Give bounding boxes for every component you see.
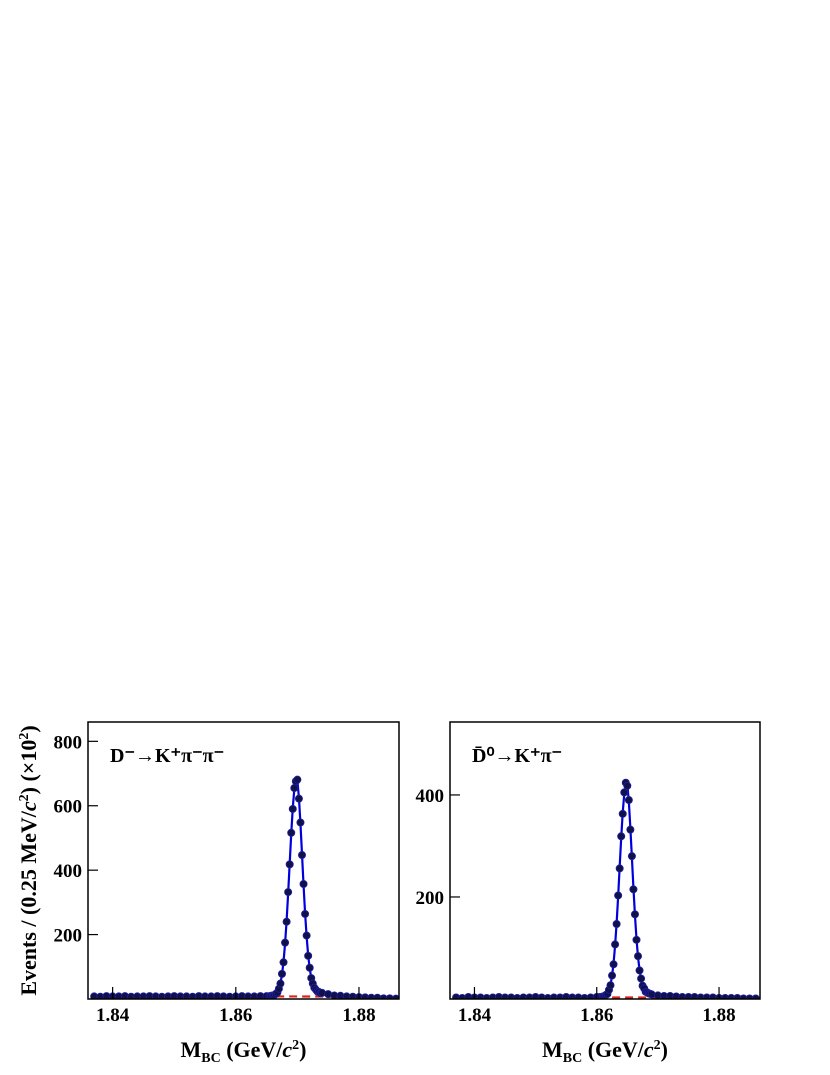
x-tick-label: 1.88 [342,1005,375,1026]
data-point [305,963,314,972]
data-point [282,917,291,926]
label-part: ) [16,725,41,732]
label-part: ) (×10 [16,740,41,795]
label-part: M [180,1037,201,1062]
data-point [609,960,618,969]
data-point [285,860,294,869]
data-point [288,804,297,813]
label-part: BC [201,1051,220,1066]
plot-frame [449,721,761,1000]
label-part: ) [661,1037,668,1062]
data-point [617,832,626,841]
data-point [293,775,302,784]
data-point [611,940,620,949]
label-part: BC [563,1051,582,1066]
data-point [302,931,311,940]
label-part: 2 [17,794,32,801]
data-point [629,885,638,894]
data-point [632,935,641,944]
data-point [276,979,285,988]
data-point [620,788,629,797]
data-point [608,971,617,980]
data-point [623,781,632,790]
data-point [606,981,615,990]
plot-area [90,775,399,999]
x-axis-title: MBC (GeV/c2) [180,1037,306,1066]
label-part: c [644,1037,654,1062]
label-part: (GeV/ [221,1037,284,1062]
data-point [635,966,644,975]
plot-frame [87,721,400,1000]
data-point [284,888,293,897]
data-point [299,880,308,889]
x-tick-label: 1.86 [219,1005,252,1026]
data-point [637,974,646,983]
data-point [296,818,305,827]
data-point [290,784,299,793]
data-point [634,952,643,961]
data-point [618,809,627,818]
annotation: D̄⁰→K⁺π⁻ [472,745,562,767]
label-part: ) [299,1037,306,1062]
data-point [630,910,639,919]
data-point [287,828,296,837]
x-axis-title: MBC (GeV/c2) [542,1037,668,1066]
data-point [301,909,310,918]
y-tick-label: 200 [54,926,83,947]
y-tick-label: 200 [416,888,445,909]
y-tick-label: 400 [416,786,445,807]
label-part: c [16,801,41,811]
data-point [624,796,633,805]
data-point [277,969,286,978]
label-part: (GeV/ [582,1037,645,1062]
data-point [304,951,313,960]
x-tick-label: 1.86 [580,1005,613,1026]
fit-curve [456,782,756,999]
data-point [626,825,635,834]
x-tick-label: 1.88 [702,1005,735,1026]
data-point [614,891,623,900]
data-point [294,794,303,803]
y-tick-label: 400 [54,861,83,882]
label-part: 2 [17,733,32,740]
data-point [298,851,307,860]
data-point [612,920,621,929]
data-point [279,958,288,967]
data-point [281,938,290,947]
label-part: c [282,1037,292,1062]
label-part: Events / (0.25 MeV/ [16,810,41,995]
label-part: 2 [292,1038,299,1053]
y-tick-label: 600 [54,797,83,818]
label-part: 2 [654,1038,661,1053]
data-point [627,852,636,861]
label-part: M [542,1037,563,1062]
y-axis-title: Events / (0.25 MeV/c2) (×102) [16,725,41,995]
data-point [615,864,624,873]
y-tick-label: 800 [54,732,83,753]
x-tick-label: 1.84 [458,1005,492,1026]
x-tick-label: 1.84 [96,1005,130,1026]
plot-area [452,778,760,999]
annotation: D⁻→K⁺π⁻π⁻ [110,745,224,767]
fit-curve [94,778,396,999]
